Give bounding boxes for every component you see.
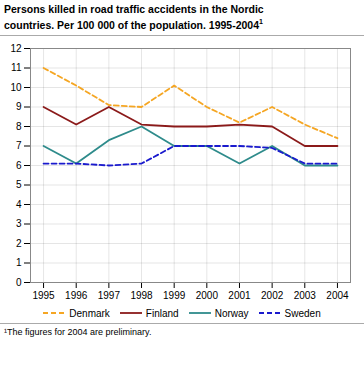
svg-text:2000: 2000 <box>196 289 219 300</box>
svg-text:8: 8 <box>16 120 22 131</box>
html-text:Sweden: Sweden <box>284 307 321 319</box>
svg-text:1995: 1995 <box>32 289 55 300</box>
svg-text:6: 6 <box>16 159 22 170</box>
svg-text:0: 0 <box>16 276 22 287</box>
svg-text:3: 3 <box>16 218 22 229</box>
svg-text:2: 2 <box>16 237 22 248</box>
html-text:Finland: Finland <box>145 307 179 319</box>
html-text:1: 1 <box>259 17 263 25</box>
svg-text:2004: 2004 <box>326 289 349 300</box>
html-text:Denmark: Denmark <box>69 307 110 319</box>
html-text:Norway: Norway <box>214 307 249 319</box>
svg-text:9: 9 <box>16 101 22 112</box>
svg-text:2002: 2002 <box>261 289 284 300</box>
svg-text:1: 1 <box>16 257 22 268</box>
svg-text:11: 11 <box>11 62 22 73</box>
svg-text:10: 10 <box>10 81 22 92</box>
svg-text:7: 7 <box>16 140 22 151</box>
svg-text:4: 4 <box>16 198 22 209</box>
html-text:countries. Per 100 000 of the: countries. Per 100 000 of the population… <box>4 18 259 31</box>
svg-text:1999: 1999 <box>163 289 186 300</box>
html-text:Persons killed in road traffic: Persons killed in road traffic accidents… <box>4 3 264 15</box>
svg-text:1996: 1996 <box>65 289 88 300</box>
svg-text:2003: 2003 <box>294 289 317 300</box>
svg-text:5: 5 <box>16 179 22 190</box>
svg-text:12: 12 <box>10 42 22 53</box>
svg-text:1998: 1998 <box>130 289 153 300</box>
svg-text:1997: 1997 <box>98 289 121 300</box>
svg-text:2001: 2001 <box>228 289 251 300</box>
html-text:¹The figures for 2004 are prel: ¹The figures for 2004 are preliminary. <box>4 326 152 337</box>
